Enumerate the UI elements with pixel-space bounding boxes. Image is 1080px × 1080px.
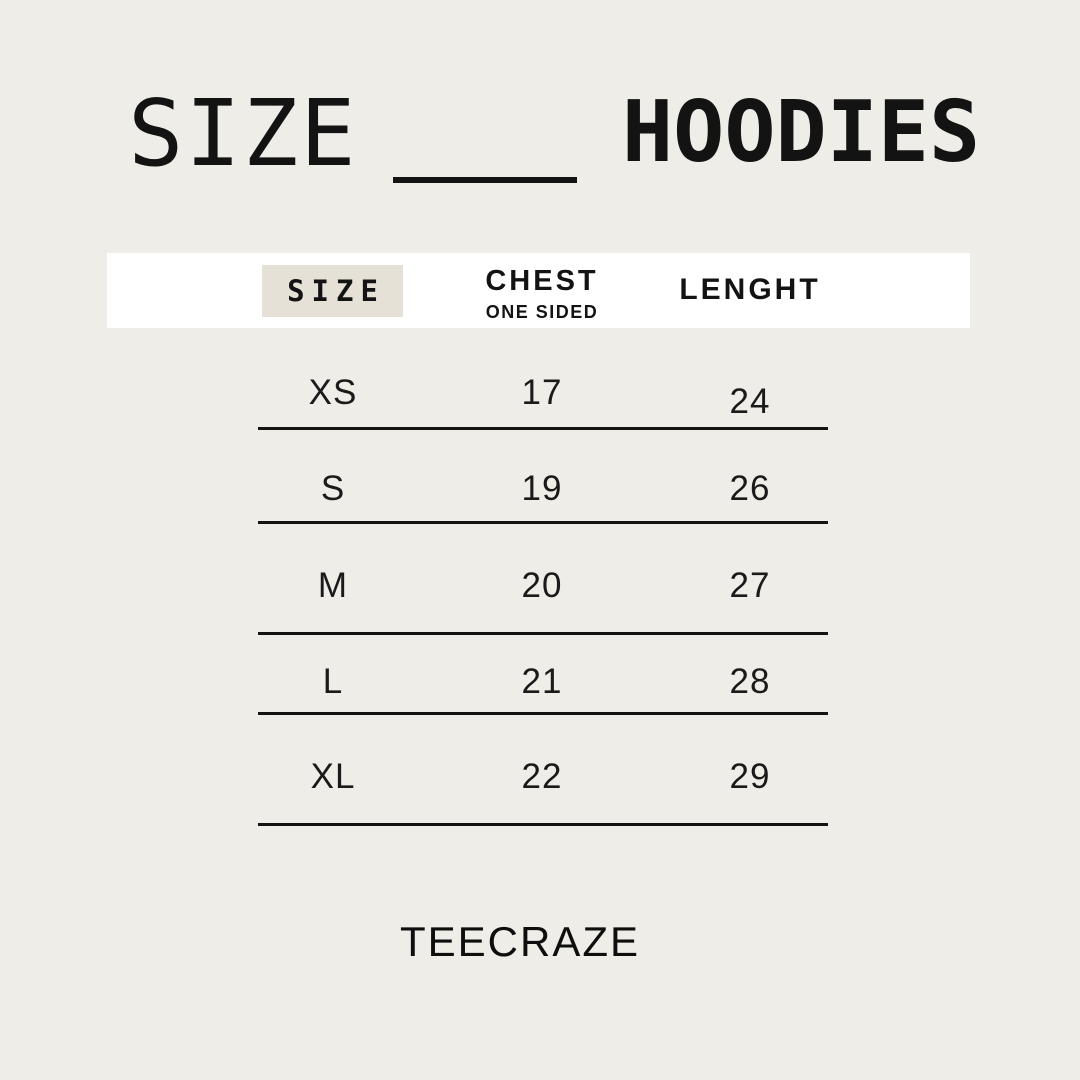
row-divider xyxy=(258,521,828,524)
brand-name: TEECRAZE xyxy=(399,918,641,965)
size-value: L xyxy=(322,662,344,701)
chest-value: 20 xyxy=(521,566,563,605)
chest-value: 17 xyxy=(521,373,563,412)
title-size-word: SIZE xyxy=(128,80,358,187)
row-divider xyxy=(258,427,828,430)
size-value: M xyxy=(317,566,349,605)
table-row: XS 17 24 xyxy=(258,369,828,421)
header-chest-label: CHEST xyxy=(485,265,599,297)
row-divider xyxy=(258,632,828,635)
chest-value: 21 xyxy=(521,662,563,701)
size-value: XL xyxy=(310,757,356,796)
row-divider xyxy=(258,712,828,715)
length-value: 26 xyxy=(729,469,771,508)
chest-value: 22 xyxy=(521,757,563,796)
length-value: 24 xyxy=(729,382,771,421)
size-value: XS xyxy=(308,373,358,412)
header-chest-sublabel: ONE SIDED xyxy=(485,302,599,322)
header-length-label: LENGHT xyxy=(679,273,821,306)
table-row: XL 22 29 xyxy=(258,753,828,801)
table-header-band: SIZE CHEST ONE SIDED LENGHT xyxy=(107,253,970,328)
size-value: S xyxy=(320,469,346,508)
title-category: HOODIES xyxy=(622,83,981,182)
table-row: M 20 27 xyxy=(258,562,828,610)
length-value: 29 xyxy=(729,757,771,796)
row-divider xyxy=(258,823,828,826)
header-size-cell: SIZE xyxy=(262,265,403,317)
chest-value: 19 xyxy=(521,469,563,508)
length-value: 28 xyxy=(729,662,771,701)
title-underscore-line xyxy=(393,177,577,183)
table-row: S 19 26 xyxy=(258,465,828,513)
table-row: L 21 28 xyxy=(258,658,828,706)
length-value: 27 xyxy=(729,566,771,605)
header-chest-cell: CHEST ONE SIDED xyxy=(442,265,642,323)
